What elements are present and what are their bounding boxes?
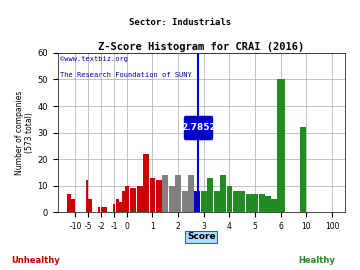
Bar	[116, 199, 119, 212]
Bar	[300, 127, 306, 212]
Bar	[169, 186, 175, 212]
Bar	[156, 180, 162, 212]
Bar	[143, 154, 149, 212]
Bar	[162, 175, 168, 212]
Bar	[125, 186, 129, 212]
X-axis label: Score: Score	[187, 232, 216, 241]
Bar	[277, 79, 284, 212]
Bar	[188, 175, 194, 212]
Bar	[113, 204, 116, 212]
Title: Z-Score Histogram for CRAI (2016): Z-Score Histogram for CRAI (2016)	[98, 42, 305, 52]
Bar	[130, 188, 136, 212]
Bar	[67, 194, 71, 212]
Y-axis label: Number of companies
(573 total): Number of companies (573 total)	[15, 90, 35, 175]
Bar	[122, 191, 125, 212]
Text: Healthy: Healthy	[298, 256, 335, 265]
Bar	[271, 199, 278, 212]
Bar	[175, 175, 181, 212]
Bar	[252, 194, 258, 212]
Bar	[194, 191, 201, 212]
Bar	[137, 186, 143, 212]
Bar	[181, 191, 188, 212]
Text: Unhealthy: Unhealthy	[12, 256, 60, 265]
Bar	[207, 178, 213, 212]
Bar	[233, 191, 239, 212]
Bar	[201, 191, 207, 212]
Bar	[71, 199, 75, 212]
Bar	[86, 180, 88, 212]
Bar	[214, 191, 220, 212]
Text: Sector: Industrials: Sector: Industrials	[129, 18, 231, 28]
Text: The Research Foundation of SUNY: The Research Foundation of SUNY	[60, 72, 192, 78]
Bar	[220, 175, 226, 212]
Bar	[184, 117, 212, 138]
Bar	[102, 207, 107, 212]
Text: 2.7852: 2.7852	[181, 123, 216, 132]
Bar	[226, 186, 233, 212]
Bar	[258, 194, 265, 212]
Bar	[98, 207, 100, 212]
Bar	[246, 194, 252, 212]
Bar	[119, 202, 122, 212]
Bar	[239, 191, 245, 212]
Bar	[89, 199, 93, 212]
Bar	[149, 178, 156, 212]
Text: ©www.textbiz.org: ©www.textbiz.org	[60, 56, 129, 62]
Bar	[265, 197, 271, 212]
